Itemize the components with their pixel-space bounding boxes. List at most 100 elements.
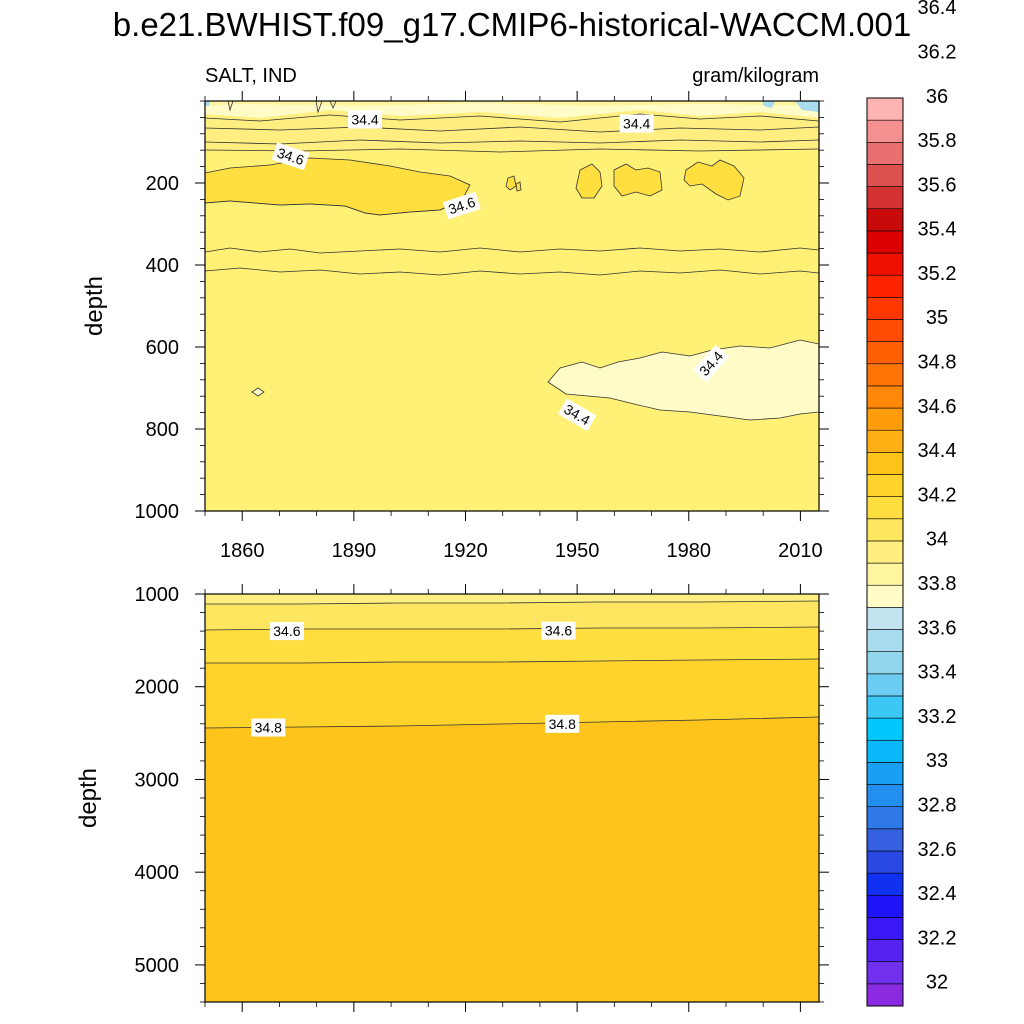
contour-label: 34.6 <box>271 142 310 171</box>
colorbar-bin <box>866 939 904 963</box>
colorbar-bin <box>866 474 904 497</box>
contour-label-box <box>348 110 383 129</box>
contour-label: 34.8 <box>545 714 580 733</box>
colorbar-label: 33.8 <box>918 573 957 595</box>
top-y-tick-label: 1000 <box>135 501 180 523</box>
x-tick-label: 1860 <box>220 540 265 562</box>
colorbar-bin <box>866 385 904 409</box>
colorbar-label: 32 <box>926 972 948 994</box>
colorbar-bin <box>866 717 904 741</box>
colorbar-bin <box>866 341 904 365</box>
top-y-tick-label: 800 <box>146 419 179 441</box>
top-panel-frame <box>204 100 820 512</box>
colorbar-bin <box>866 496 904 520</box>
x-tick-label: 1980 <box>667 540 712 562</box>
colorbar-bin <box>866 319 904 342</box>
contour-label-text: 34.4 <box>623 116 650 132</box>
contour-label: 34.4 <box>348 110 383 129</box>
colorbar-bin <box>866 784 904 807</box>
x-tick-label: 2010 <box>778 540 823 562</box>
colorbar-bin <box>866 961 904 985</box>
colorbar-bin <box>866 695 904 719</box>
colorbar-label: 35.4 <box>918 219 957 241</box>
colorbar-bin <box>866 540 904 564</box>
top-y-tick-label: 400 <box>146 255 179 277</box>
x-tick-label: 1950 <box>555 540 600 562</box>
colorbar-bin <box>866 297 904 320</box>
contour-label-text: 34.6 <box>273 623 300 639</box>
contour-label-box <box>251 718 286 737</box>
contour-label-box <box>545 714 580 733</box>
colorbar-label: 36.2 <box>918 41 957 63</box>
contour-label-box <box>442 191 481 220</box>
colorbar-bin <box>866 739 904 763</box>
contour-label-text: 34.8 <box>255 720 282 736</box>
colorbar-label: 34 <box>926 529 948 551</box>
colorbar-label: 34.4 <box>918 440 957 462</box>
colorbar-bin <box>866 673 904 697</box>
colorbar-bin <box>866 97 904 121</box>
colorbar-label: 35.2 <box>918 263 957 285</box>
variable-label: SALT, IND <box>205 65 297 87</box>
contour-label: 34.6 <box>442 191 481 220</box>
colorbar-label: 32.6 <box>918 839 957 861</box>
colorbar-bin <box>866 607 904 630</box>
top-panel-plot-area <box>205 101 819 511</box>
x-tick-label: 1890 <box>332 540 377 562</box>
colorbar-label: 36 <box>926 86 948 108</box>
contour-label-box <box>271 142 310 171</box>
colorbar-bin <box>866 208 904 232</box>
colorbar: 32 32.2 32.4 32.6 32.8 33 33.2 33.4 33.6 33.8 34 34… <box>866 0 957 1007</box>
top-y-tick-label: 200 <box>146 173 179 195</box>
colorbar-bin <box>866 252 904 276</box>
contour-label-box <box>693 344 730 383</box>
colorbar-label: 35 <box>926 307 948 329</box>
colorbar-bin <box>866 584 904 608</box>
colorbar-label: 33.6 <box>918 617 957 639</box>
colorbar-bin <box>866 917 904 940</box>
colorbar-bin <box>866 983 904 1007</box>
contour-label: 34.6 <box>269 622 304 641</box>
colorbar-label: 36.4 <box>918 0 957 19</box>
bottom-panel-plot-area <box>205 594 819 1002</box>
colorbar-bin <box>866 651 904 675</box>
bottom-y-tick-label: 5000 <box>135 955 180 977</box>
top-y-tick-label: 600 <box>146 337 179 359</box>
contour-label-text: 34.4 <box>351 111 378 127</box>
colorbar-bin <box>866 119 904 143</box>
bottom-y-tick-label: 2000 <box>135 677 180 699</box>
contour-label-text: 34.8 <box>549 716 576 732</box>
colorbar-label: 33.2 <box>918 706 957 728</box>
contour-label-box <box>269 622 304 641</box>
top-y-axis-label: depth <box>81 276 108 336</box>
colorbar-bin <box>866 872 904 896</box>
colorbar-label: 35.6 <box>918 174 957 196</box>
colorbar-bin <box>866 452 904 475</box>
contour-label: 34.6 <box>541 621 576 640</box>
colorbar-bin <box>866 363 904 387</box>
contour-label-box <box>619 114 654 133</box>
colorbar-bin <box>866 164 904 187</box>
colorbar-label: 32.8 <box>918 794 957 816</box>
colorbar-label: 34.6 <box>918 396 957 418</box>
bottom-y-tick-label: 3000 <box>135 769 180 791</box>
colorbar-bin <box>866 429 904 453</box>
colorbar-bin <box>866 518 904 542</box>
contour-label: 34.4 <box>619 114 654 133</box>
bottom-y-tick-label: 1000 <box>135 584 180 606</box>
colorbar-label: 35.8 <box>918 130 957 152</box>
colorbar-label: 33.4 <box>918 662 957 684</box>
colorbar-label: 32.4 <box>918 883 957 905</box>
colorbar-bin <box>866 141 904 165</box>
figure-title: b.e21.BWHIST.f09_g17.CMIP6-historical-WA… <box>113 6 911 43</box>
colorbar-bin <box>866 407 904 431</box>
colorbar-bin <box>866 274 904 298</box>
contour-label-box <box>557 398 597 431</box>
colorbar-bin <box>866 230 904 254</box>
colorbar-bin <box>866 762 904 785</box>
top-panel-axes: 200 400 600 800 1000 1860 1890 1920 1950 1980 2010 <box>135 91 829 562</box>
bottom-y-axis-label: depth <box>75 768 102 828</box>
colorbar-frame <box>866 97 904 1007</box>
colorbar-bin <box>866 828 904 852</box>
